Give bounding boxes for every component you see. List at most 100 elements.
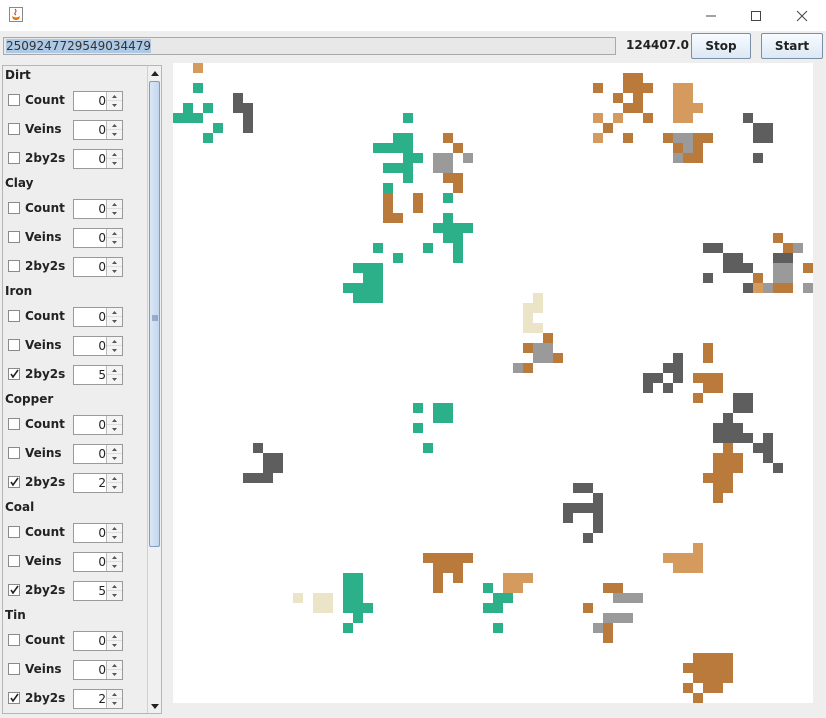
number-spinner[interactable]: 0 [73,228,123,248]
spinner-value[interactable]: 0 [98,310,106,324]
spin-up-icon[interactable] [107,524,122,533]
spinner-value[interactable]: 0 [98,663,106,677]
spin-down-icon[interactable] [107,159,122,168]
checkbox[interactable] [8,418,20,430]
scroll-thumb[interactable] [149,81,160,547]
number-spinner[interactable]: 0 [73,660,123,680]
spin-up-icon[interactable] [107,150,122,159]
number-spinner[interactable]: 0 [73,149,123,169]
number-spinner[interactable]: 0 [73,631,123,651]
spinner-value[interactable]: 0 [98,202,106,216]
spin-down-icon[interactable] [107,454,122,463]
number-spinner[interactable]: 2 [73,473,123,493]
spin-down-icon[interactable] [107,425,122,434]
stop-button[interactable]: Stop [691,33,751,59]
number-spinner[interactable]: 5 [73,365,123,385]
spinner-value[interactable]: 0 [98,260,106,274]
start-button[interactable]: Start [761,33,823,59]
spinner-value[interactable]: 0 [98,634,106,648]
spin-up-icon[interactable] [107,121,122,130]
spin-up-icon[interactable] [107,229,122,238]
spin-down-icon[interactable] [107,699,122,708]
number-spinner[interactable]: 0 [73,444,123,464]
checkbox[interactable] [8,526,20,538]
spinner-value[interactable]: 2 [98,692,106,706]
spin-up-icon[interactable] [107,308,122,317]
spinner-value[interactable]: 5 [98,584,106,598]
spin-down-icon[interactable] [107,375,122,384]
spinner-value[interactable]: 0 [98,526,106,540]
close-icon[interactable] [779,2,825,29]
checkbox[interactable] [8,555,20,567]
spin-down-icon[interactable] [107,238,122,247]
spin-down-icon[interactable] [107,562,122,571]
spin-down-icon[interactable] [107,591,122,600]
spinner-value[interactable]: 2 [98,476,106,490]
vertical-scrollbar[interactable] [147,66,161,713]
spin-up-icon[interactable] [107,200,122,209]
checkbox[interactable] [8,663,20,675]
spin-up-icon[interactable] [107,582,122,591]
spinner-value[interactable]: 0 [98,339,106,353]
checkbox[interactable] [8,231,20,243]
checkbox[interactable] [8,447,20,459]
checkbox[interactable] [8,202,20,214]
spinner-value[interactable]: 0 [98,94,106,108]
spin-up-icon[interactable] [107,474,122,483]
spinner-value[interactable]: 5 [98,368,106,382]
spinner-value[interactable]: 0 [98,418,106,432]
spin-up-icon[interactable] [107,366,122,375]
scroll-down-icon[interactable] [148,699,161,713]
spin-down-icon[interactable] [107,101,122,110]
number-spinner[interactable]: 2 [73,689,123,709]
number-spinner[interactable]: 0 [73,415,123,435]
checkbox[interactable] [8,152,20,164]
checkbox[interactable] [8,123,20,135]
spin-down-icon[interactable] [107,130,122,139]
checkbox[interactable] [8,476,20,488]
number-spinner[interactable]: 0 [73,257,123,277]
spin-down-icon[interactable] [107,346,122,355]
spin-down-icon[interactable] [107,209,122,218]
spinner-value[interactable]: 0 [98,555,106,569]
checkbox[interactable] [8,94,20,106]
spin-up-icon[interactable] [107,690,122,699]
number-spinner[interactable]: 0 [73,552,123,572]
spin-down-icon[interactable] [107,670,122,679]
number-spinner[interactable]: 0 [73,523,123,543]
number-spinner[interactable]: 0 [73,336,123,356]
spin-up-icon[interactable] [107,632,122,641]
number-spinner[interactable]: 5 [73,581,123,601]
checkbox[interactable] [8,260,20,272]
spin-down-icon[interactable] [107,267,122,276]
number-spinner[interactable]: 0 [73,199,123,219]
checkbox[interactable] [8,634,20,646]
spinner-value[interactable]: 0 [98,152,106,166]
number-spinner[interactable]: 0 [73,307,123,327]
number-spinner[interactable]: 0 [73,91,123,111]
spinner-value[interactable]: 0 [98,447,106,461]
spin-up-icon[interactable] [107,92,122,101]
spin-down-icon[interactable] [107,317,122,326]
number-spinner[interactable]: 0 [73,120,123,140]
spin-up-icon[interactable] [107,416,122,425]
spin-up-icon[interactable] [107,337,122,346]
checkbox[interactable] [8,339,20,351]
minimize-icon[interactable] [688,2,734,29]
scroll-up-icon[interactable] [148,66,161,80]
maximize-icon[interactable] [733,2,779,29]
spinner-value[interactable]: 0 [98,123,106,137]
spin-down-icon[interactable] [107,533,122,542]
checkbox[interactable] [8,584,20,596]
spin-up-icon[interactable] [107,661,122,670]
spin-down-icon[interactable] [107,483,122,492]
spin-up-icon[interactable] [107,258,122,267]
spin-up-icon[interactable] [107,445,122,454]
spinner-value[interactable]: 0 [98,231,106,245]
spin-up-icon[interactable] [107,553,122,562]
checkbox[interactable] [8,368,20,380]
checkbox[interactable] [8,310,20,322]
seed-input[interactable]: 2509247729549034479 [3,37,616,55]
spin-down-icon[interactable] [107,641,122,650]
checkbox[interactable] [8,692,20,704]
